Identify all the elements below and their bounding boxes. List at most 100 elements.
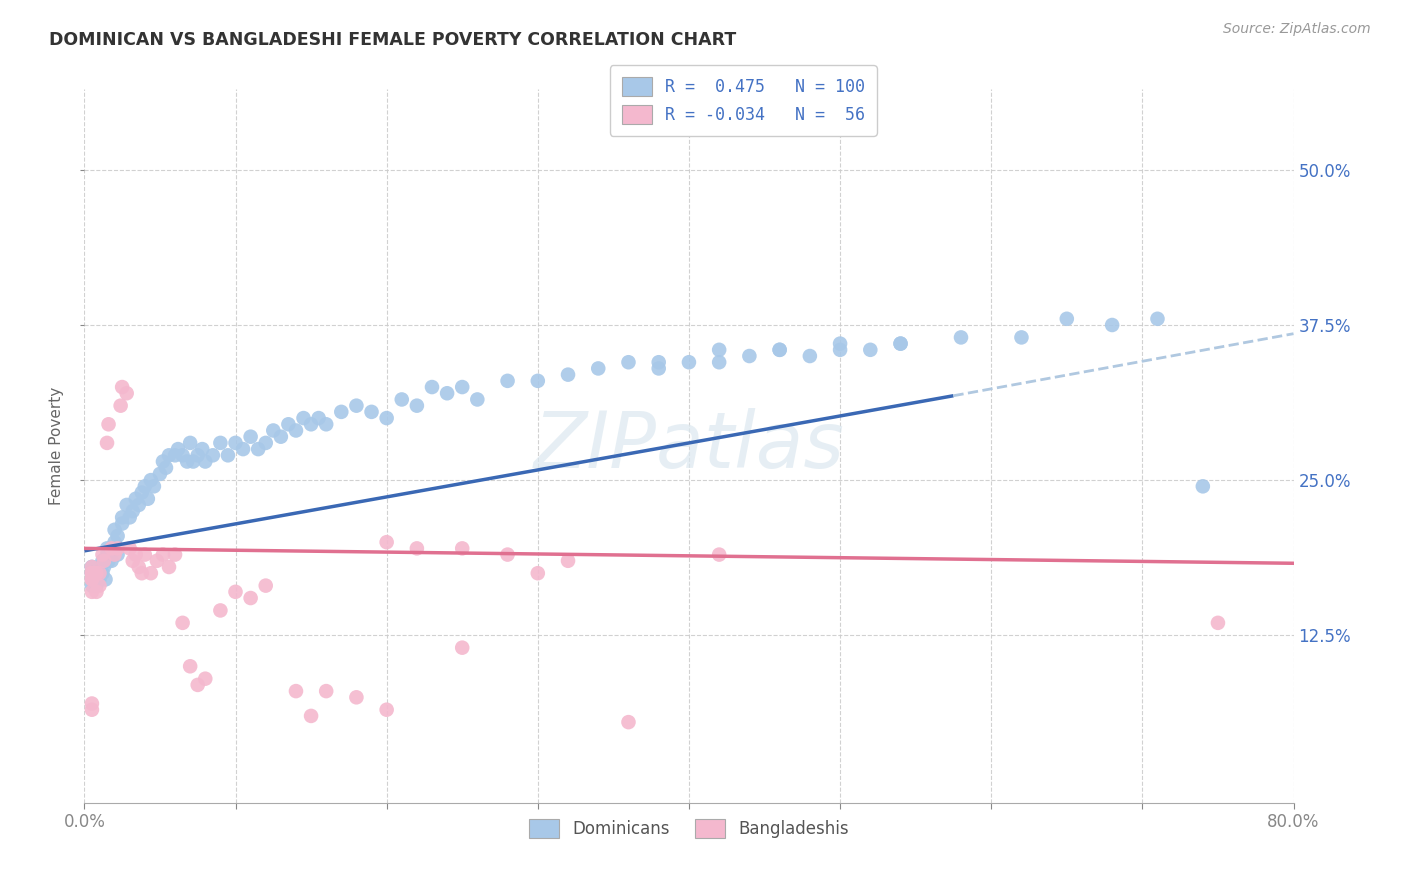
Point [420,380,443,394]
Point [100,554,122,568]
Point [91,548,114,562]
Point [97,417,120,432]
Point [346,399,368,413]
Point [191,442,214,456]
Point [152,454,174,468]
Point [285,424,308,438]
Point [254,579,277,593]
Point [496,548,519,562]
Point [139,473,162,487]
Point [131,485,153,500]
Point [299,709,322,723]
Point [125,548,148,562]
Point [80,566,103,581]
Point [270,430,292,444]
Point [451,640,474,655]
Point [648,361,671,376]
Point [1056,311,1078,326]
Point [80,697,103,711]
Point [330,405,353,419]
Point [121,554,143,568]
Point [104,535,127,549]
Point [1011,330,1033,344]
Point [86,579,108,593]
Point [277,417,299,432]
Point [194,672,217,686]
Point [91,554,114,568]
Point [80,573,103,587]
Point [285,684,308,698]
Point [217,448,239,462]
Point [247,442,270,456]
Point [111,380,134,394]
Point [375,535,398,549]
Point [172,448,194,462]
Point [111,516,134,531]
Point [315,684,337,698]
Point [80,560,103,574]
Point [167,442,190,456]
Point [93,560,115,574]
Point [830,343,852,357]
Point [799,349,821,363]
Text: ZIPatlas: ZIPatlas [533,408,845,484]
Point [648,355,671,369]
Point [557,554,579,568]
Point [201,448,224,462]
Point [769,343,792,357]
Point [89,579,111,593]
Point [115,498,138,512]
Point [80,560,103,574]
Point [451,380,474,394]
Point [149,467,172,481]
Point [239,591,262,605]
Point [299,417,322,432]
Point [262,424,284,438]
Point [709,548,731,562]
Point [209,436,232,450]
Point [86,573,108,587]
Point [104,548,127,562]
Point [172,615,194,630]
Point [391,392,413,407]
Point [1101,318,1123,332]
Point [125,491,148,506]
Point [93,554,115,568]
Point [179,436,201,450]
Point [181,454,204,468]
Point [375,703,398,717]
Point [406,399,429,413]
Point [375,411,398,425]
Point [111,510,134,524]
Point [80,573,103,587]
Point [80,566,103,581]
Point [239,430,262,444]
Point [187,678,209,692]
Point [467,392,489,407]
Point [134,548,156,562]
Point [254,436,277,450]
Point [1206,615,1229,630]
Point [308,411,330,425]
Text: DOMINICAN VS BANGLADESHI FEMALE POVERTY CORRELATION CHART: DOMINICAN VS BANGLADESHI FEMALE POVERTY … [49,31,737,49]
Point [157,448,180,462]
Point [131,566,153,581]
Point [89,573,111,587]
Point [80,579,103,593]
Point [557,368,579,382]
Point [194,454,217,468]
Point [678,355,700,369]
Point [527,374,550,388]
Point [104,523,127,537]
Point [451,541,474,556]
Point [89,560,111,574]
Point [496,374,519,388]
Point [165,548,187,562]
Point [136,491,159,506]
Point [769,343,792,357]
Point [128,560,150,574]
Point [187,448,209,462]
Point [80,584,103,599]
Point [142,479,165,493]
Point [80,566,103,581]
